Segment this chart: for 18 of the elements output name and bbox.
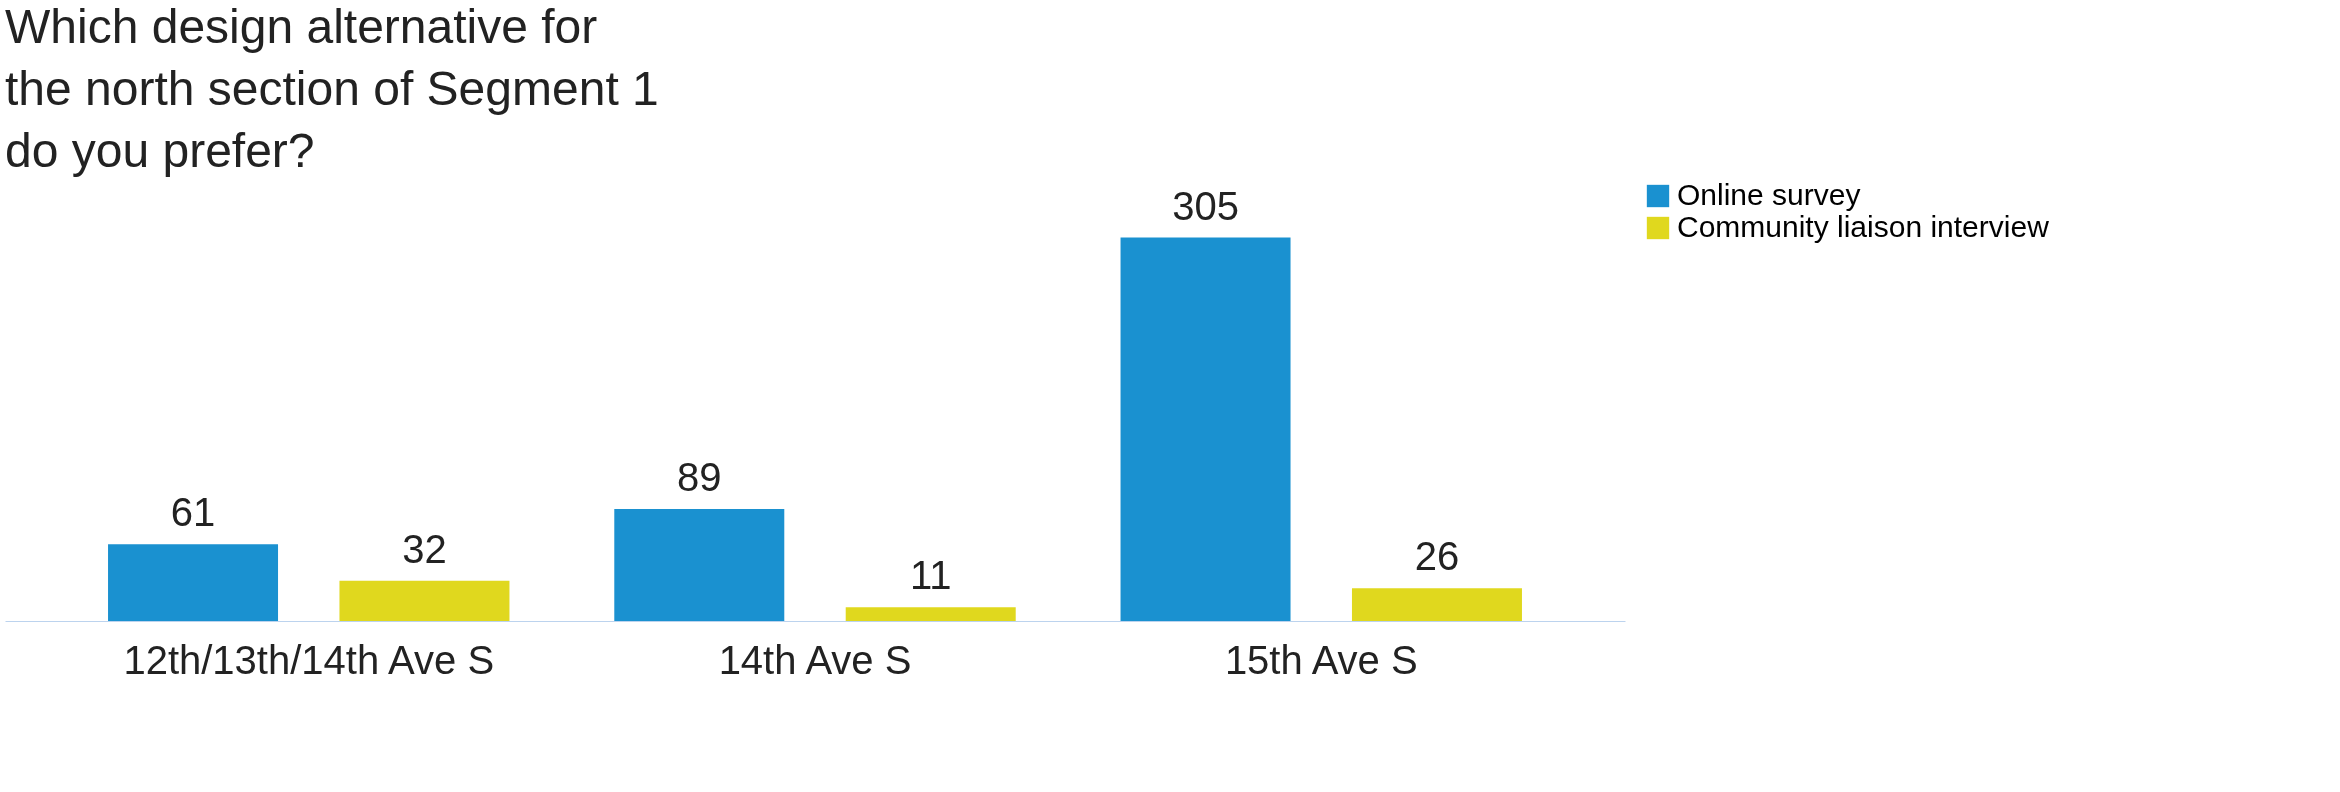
x-tick-label: 14th Ave S (718, 637, 912, 682)
bar (1120, 237, 1291, 621)
legend-label: Online survey (1677, 178, 1861, 211)
data-label: 89 (677, 455, 722, 500)
x-tick-label: 15th Ave S (1224, 637, 1418, 682)
bar (339, 580, 510, 621)
bar (614, 509, 785, 621)
x-tick-label: 12th/13th/14th Ave S (123, 637, 495, 682)
bar (1351, 588, 1522, 621)
chart-title: Which design alternative for the north section of Segment 1 do you prefer? (5, 0, 659, 177)
data-label: 61 (170, 490, 216, 535)
data-label: 26 (1414, 534, 1460, 579)
data-label: 11 (909, 553, 952, 598)
data-label: 305 (1172, 183, 1239, 228)
bar (108, 544, 279, 621)
data-label: 32 (402, 526, 447, 571)
legend-label: Community liaison interview (1677, 210, 2050, 243)
bar (845, 607, 1016, 621)
